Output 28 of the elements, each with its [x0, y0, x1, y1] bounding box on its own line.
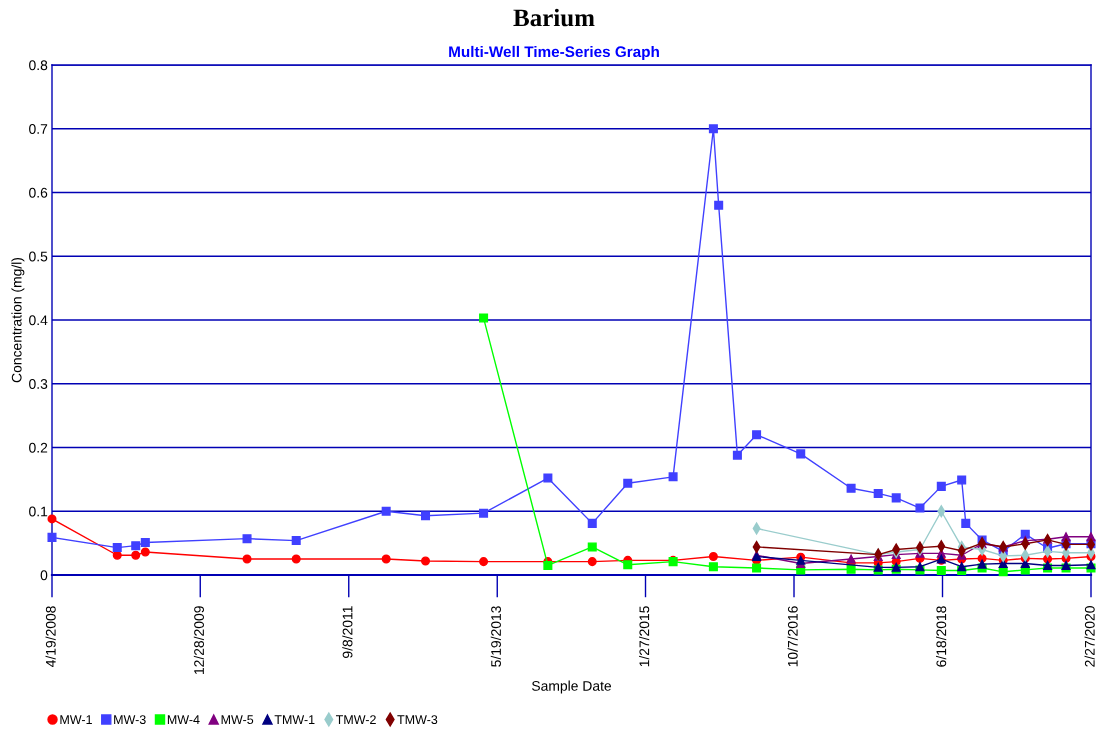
x-tick-label: 9/8/2011 [342, 606, 353, 658]
y-tick-label: 0.6 [29, 187, 48, 198]
x-axis-title: Sample Date [531, 680, 612, 694]
y-tick-label: 0.2 [29, 442, 48, 453]
x-tick-label: 2/27/2020 [1084, 606, 1095, 667]
legend-label: MW-5 [221, 715, 254, 725]
legend-label: TMW-3 [397, 715, 438, 725]
legend-label: TMW-2 [335, 715, 376, 724]
y-tick-label: 0.3 [29, 379, 48, 389]
y-axis-title: Concentration (mg/l) [11, 257, 25, 383]
legend-label: TMW-1 [274, 715, 315, 724]
y-tick-label: 0 [40, 570, 48, 581]
x-tick-label: 4/19/2008 [45, 606, 56, 668]
x-tick-label: 1/27/2015 [639, 606, 650, 667]
x-tick-label: 5/19/2013 [490, 606, 501, 667]
y-tick-label: 0.4 [29, 315, 48, 326]
x-tick-label: 6/18/2018 [936, 606, 947, 667]
x-tick-label: 10/7/2016 [787, 606, 798, 667]
y-tick-label: 0.1 [29, 506, 48, 517]
x-tick-label: 12/28/2009 [193, 606, 204, 674]
legend-label: MW-3 [114, 715, 146, 725]
chart-title: Barium [513, 8, 595, 27]
y-tick-label: 0.5 [29, 251, 48, 262]
y-tick-label: 0.7 [29, 124, 48, 134]
chart-subtitle: Multi-Well Time-Series Graph [449, 45, 659, 61]
legend-label: MW-4 [167, 715, 200, 724]
legend-label: MW-1 [60, 715, 92, 724]
y-tick-label: 0.8 [29, 60, 48, 71]
